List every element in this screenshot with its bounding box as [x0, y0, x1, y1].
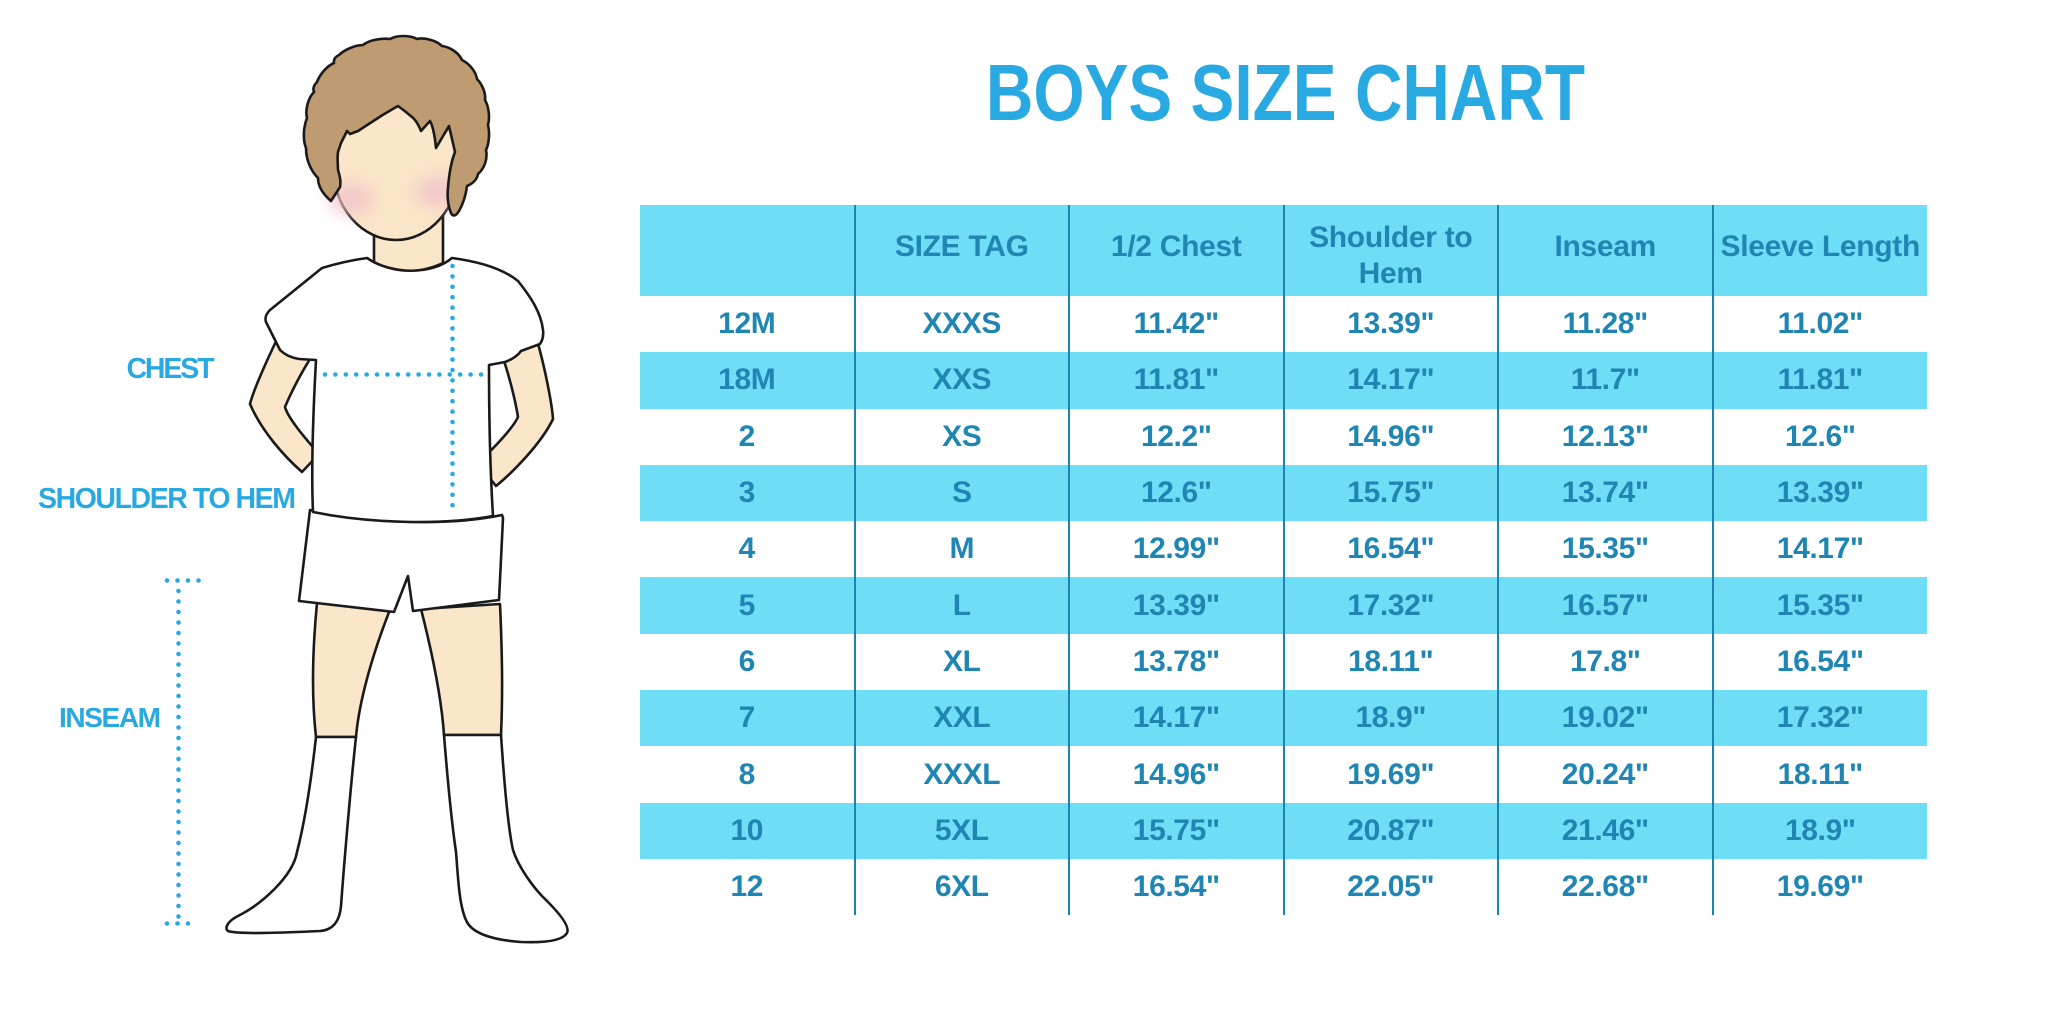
svg-text:SHOULDER TO HEM: SHOULDER TO HEM [38, 483, 296, 515]
svg-text:INSEAM: INSEAM [59, 702, 161, 733]
svg-text:CHEST: CHEST [127, 353, 216, 385]
